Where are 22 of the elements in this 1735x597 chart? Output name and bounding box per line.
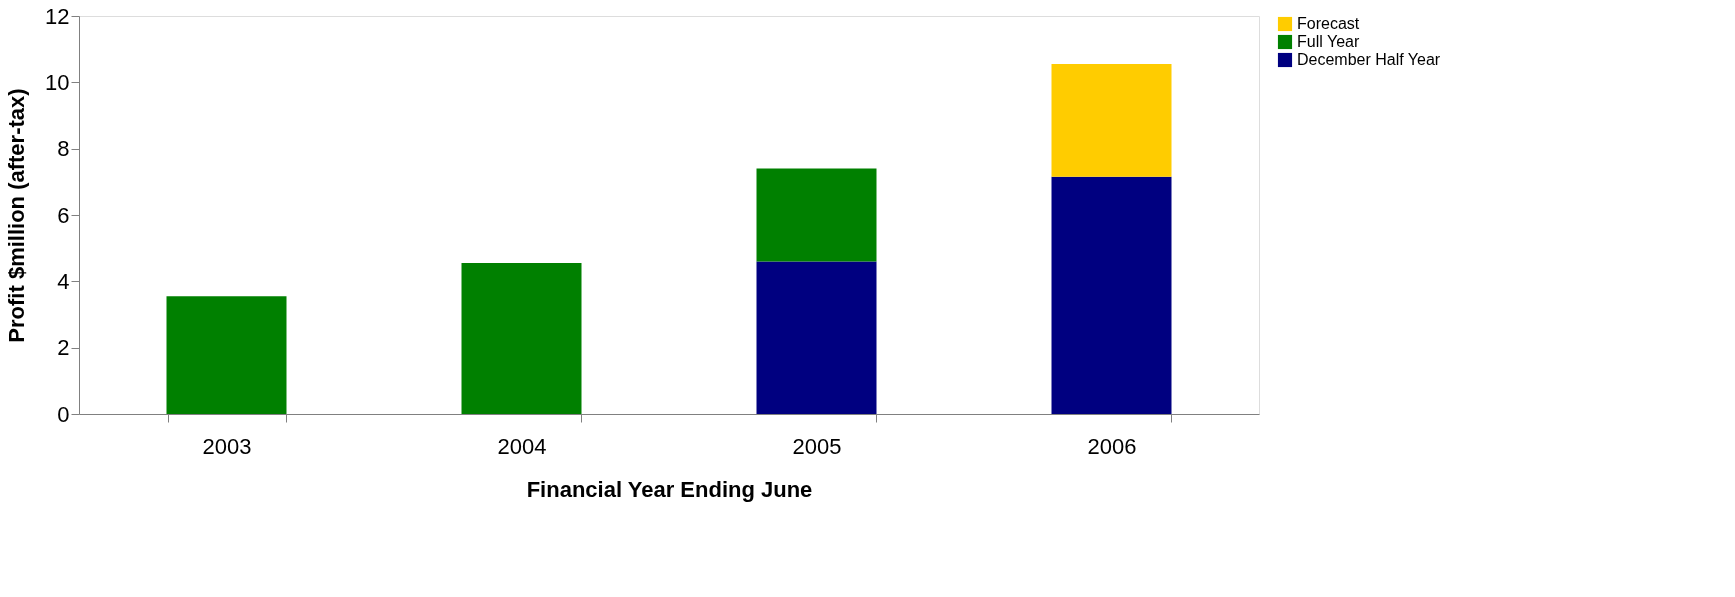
y-tick-label: 4 bbox=[57, 268, 70, 294]
legend-label: Full Year bbox=[1297, 33, 1360, 50]
y-tick-label: 12 bbox=[45, 3, 70, 29]
x-tick-label: 2006 bbox=[1087, 433, 1137, 459]
y-tick-label: 6 bbox=[57, 202, 70, 228]
bar bbox=[166, 296, 287, 414]
x-tick-label: 2005 bbox=[792, 433, 842, 459]
y-tick-label: 2 bbox=[57, 335, 70, 361]
y-tick-label: 10 bbox=[45, 69, 70, 95]
x-tick-label: 2004 bbox=[497, 433, 547, 459]
y-tick-label: 0 bbox=[57, 401, 70, 427]
bar bbox=[1051, 64, 1172, 177]
y-axis-title: Profit $million (after-tax) bbox=[4, 88, 30, 343]
bar bbox=[756, 168, 877, 262]
x-axis-title: Financial Year Ending June bbox=[526, 476, 813, 502]
bar bbox=[461, 263, 582, 414]
bar bbox=[1051, 176, 1172, 414]
legend-label: Forecast bbox=[1297, 15, 1360, 32]
bar bbox=[756, 261, 877, 414]
y-tick-label: 8 bbox=[57, 136, 70, 162]
legend-label: December Half Year bbox=[1297, 51, 1441, 68]
x-tick-label: 2003 bbox=[202, 433, 252, 459]
